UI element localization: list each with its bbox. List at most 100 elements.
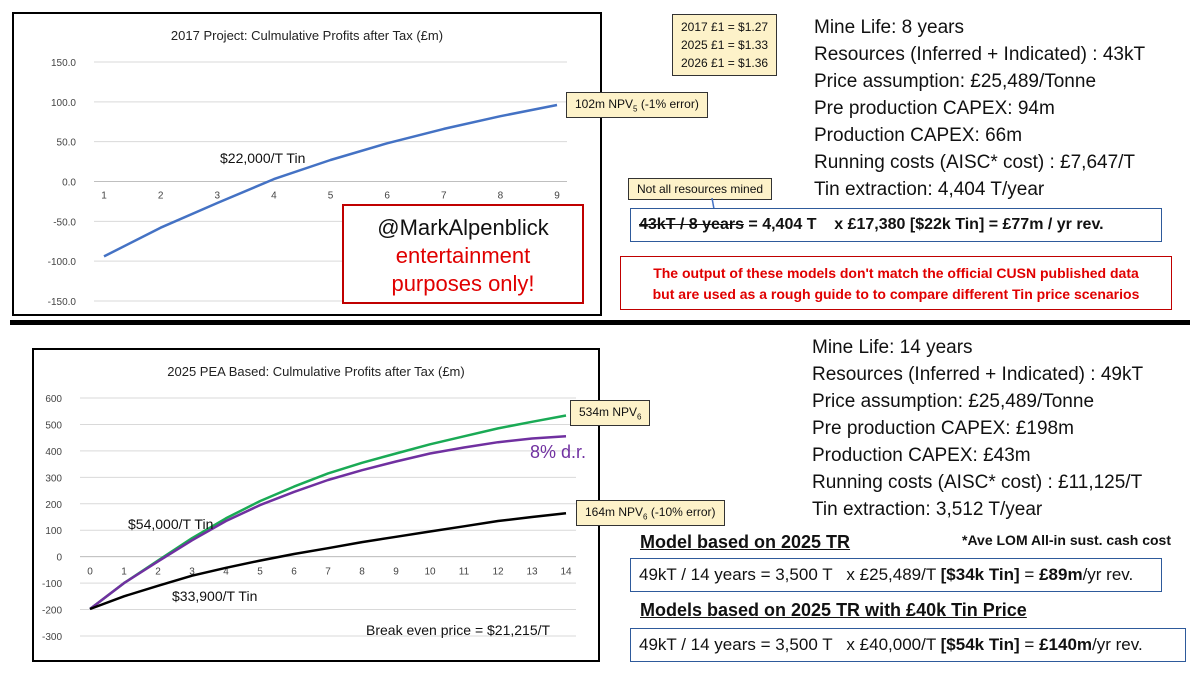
chart-2025-title: 2025 PEA Based: Culmulative Profits afte… (167, 364, 465, 379)
eq1-bold1: [$34k Tin] (940, 565, 1020, 584)
y-tick-label: 150.0 (51, 58, 76, 69)
y-tick-label: 600 (45, 394, 62, 405)
equation-2017-rest: = 4,404 T x £17,380 [$22k Tin] = £77m / … (743, 216, 1104, 233)
stat-running-costs: Running costs (AISC* cost) : £7,647/T (814, 152, 1136, 173)
warning-box: The output of these models don't match t… (620, 256, 1172, 310)
y-tick-label: 400 (45, 447, 62, 458)
series-line--33-900-t-tin (89, 512, 567, 611)
y-tick-label: 500 (45, 420, 62, 431)
x-tick-label: 11 (459, 567, 470, 578)
equation-2025-tr: 49kT / 14 years = 3,500 T x £25,489/T [$… (630, 558, 1162, 592)
npv-2017-callout-suffix: (-1% error) (637, 97, 699, 111)
y-tick-label: -100 (42, 579, 62, 590)
npv-2017-callout-text: 102m NPV (575, 97, 634, 111)
x-tick-label: 6 (384, 191, 390, 202)
x-tick-label: 3 (214, 191, 220, 202)
model-heading-2025: Model based on 2025 TR (640, 532, 851, 552)
price-label-33k: $33,900/T Tin (172, 588, 258, 604)
x-tick-label: 8 (498, 191, 504, 202)
x-tick-label: 5 (328, 191, 334, 202)
disclaimer-handle: @MarkAlpenblick (377, 215, 549, 240)
npv-164-callout-sub: 6 (643, 512, 648, 522)
x-tick-label: 2 (158, 191, 164, 202)
stat-preprod-capex: Pre production CAPEX: 94m (814, 98, 1055, 119)
x-tick-label: 9 (393, 567, 399, 578)
price-label-54k: $54,000/T Tin (128, 516, 214, 532)
aisc-footnote: *Ave LOM All-in sust. cash cost (962, 532, 1172, 548)
disclaimer-line2: entertainment (395, 243, 531, 268)
stat2-extraction: Tin extraction: 3,512 T/year (812, 499, 1043, 520)
eq1-pre: 49kT / 14 years = 3,500 T x £25,489/T (639, 565, 941, 584)
x-tick-label: 2 (155, 567, 161, 578)
x-tick-label: 7 (441, 191, 447, 202)
equation-2017: 43kT / 8 years = 4,404 T x £17,380 [$22k… (630, 208, 1162, 242)
disclaimer-box: @MarkAlpenblick entertainment purposes o… (342, 204, 584, 304)
x-tick-label: 6 (291, 567, 297, 578)
npv-164-callout: 164m NPV6 (-10% error) (576, 500, 725, 527)
x-tick-label: 8 (359, 567, 365, 578)
npv-534-callout: 534m NPV6 (570, 400, 651, 427)
stats-2017: Mine Life: 8 years Resources (Inferred +… (814, 14, 1145, 203)
warning-line2: but are used as a rough guide to to comp… (652, 286, 1140, 302)
y-tick-label: -50.0 (53, 217, 76, 228)
x-tick-label: 10 (424, 567, 436, 578)
x-tick-label: 3 (189, 567, 195, 578)
stat2-preprod-capex: Pre production CAPEX: £198m (812, 418, 1074, 439)
y-tick-label: 100 (45, 526, 62, 537)
y-tick-label: 200 (45, 500, 62, 511)
y-tick-label: 0 (56, 553, 62, 564)
y-tick-label: -150.0 (48, 297, 77, 308)
stat2-resources: Resources (Inferred + Indicated) : 49kT (812, 364, 1144, 385)
npv-2017-callout: 102m NPV5 (-1% error) (566, 92, 708, 119)
section-divider (10, 320, 1190, 325)
x-tick-label: 9 (554, 191, 560, 202)
stat2-mine-life: Mine Life: 14 years (812, 337, 973, 358)
discount-rate-label: 8% d.r. (530, 442, 587, 462)
y-tick-label: 0.0 (62, 178, 76, 189)
series-line-2017-project (103, 103, 558, 258)
eq2-mid: = (1019, 635, 1040, 654)
y-tick-label: -200 (42, 606, 62, 617)
x-tick-label: 12 (492, 567, 504, 578)
stat-prod-capex: Production CAPEX: 66m (814, 125, 1023, 146)
fx-rate-2017: 2017 £1 = $1.27 (681, 20, 769, 34)
y-tick-label: 50.0 (57, 138, 77, 149)
eq1-post: /yr rev. (1082, 565, 1134, 584)
series-line--54-000-t-tin (89, 414, 567, 610)
equation-2017-struck: 43kT / 8 years (639, 216, 744, 233)
not-all-resources-callout: Not all resources mined (628, 178, 773, 200)
x-tick-label: 14 (560, 567, 572, 578)
eq1-mid: = (1019, 565, 1040, 584)
npv-534-callout-text: 534m NPV (579, 405, 638, 419)
y-tick-label: 100.0 (51, 98, 76, 109)
x-tick-label: 4 (271, 191, 277, 202)
eq2-bold1: [$54k Tin] (940, 635, 1020, 654)
npv-164-callout-text: 164m NPV (585, 505, 644, 519)
stat-price: Price assumption: £25,489/Tonne (814, 71, 1097, 92)
npv-534-callout-sub: 6 (637, 412, 642, 422)
x-tick-label: 4 (223, 567, 229, 578)
fx-rate-2026: 2026 £1 = $1.36 (681, 56, 769, 70)
x-tick-label: 1 (121, 567, 127, 578)
y-tick-label: 300 (45, 473, 62, 484)
equation-40k: 49kT / 14 years = 3,500 T x £40,000/T [$… (630, 628, 1186, 662)
series-line-8-d-r- (89, 435, 567, 610)
stat2-prod-capex: Production CAPEX: £43m (812, 445, 1031, 466)
disclaimer-line3: purposes only! (391, 271, 535, 296)
y-tick-label: -100.0 (48, 257, 77, 268)
breakeven-label: Break even price = $21,215/T (366, 622, 551, 638)
price-label-22k: $22,000/T Tin (220, 150, 306, 166)
stat2-running-costs: Running costs (AISC* cost) : £11,125/T (812, 472, 1143, 493)
eq2-bold2: £140m (1039, 635, 1093, 654)
x-tick-label: 0 (87, 567, 93, 578)
eq2-pre: 49kT / 14 years = 3,500 T x £40,000/T (639, 635, 941, 654)
y-tick-label: -300 (42, 632, 62, 643)
x-tick-label: 1 (101, 191, 107, 202)
chart-2025-panel: 2025 PEA Based: Culmulative Profits afte… (32, 348, 600, 662)
stat-resources: Resources (Inferred + Indicated) : 43kT (814, 44, 1146, 65)
eq2-post: /yr rev. (1092, 635, 1143, 654)
chart-2017-title: 2017 Project: Culmulative Profits after … (170, 28, 444, 43)
warning-line1: The output of these models don't match t… (653, 265, 1139, 281)
x-tick-label: 7 (325, 567, 331, 578)
